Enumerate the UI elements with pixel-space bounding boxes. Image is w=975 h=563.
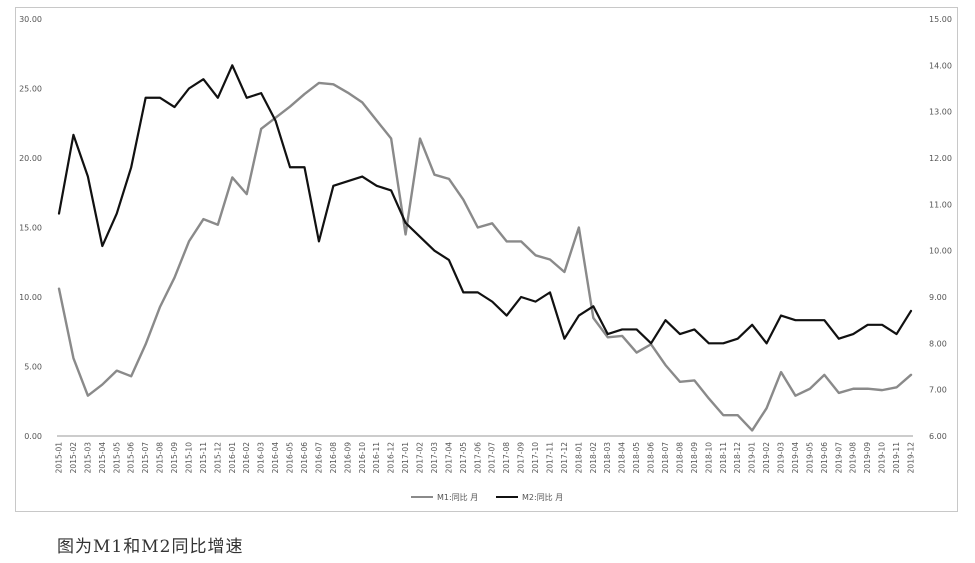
x-tick-label: 2018-09 <box>690 442 699 474</box>
right-tick-label: 11.00 <box>929 200 952 209</box>
legend-label: M1:同比 月 <box>437 492 478 502</box>
x-tick-label: 2017-04 <box>444 442 453 474</box>
x-tick-label: 2016-04 <box>271 442 280 474</box>
x-tick-label: 2018-10 <box>704 442 713 474</box>
x-tick-label: 2019-05 <box>805 442 814 474</box>
x-tick-label: 2019-10 <box>878 442 887 474</box>
right-tick-label: 9.00 <box>929 293 947 302</box>
x-tick-label: 2016-03 <box>257 442 266 474</box>
x-tick-label: 2015-09 <box>170 442 179 474</box>
x-tick-label: 2015-10 <box>184 442 193 474</box>
left-tick-label: 0.00 <box>24 432 42 441</box>
x-tick-label: 2015-12 <box>213 442 222 474</box>
x-tick-label: 2019-01 <box>748 442 757 474</box>
line-chart: 0.00 5.00 10.00 15.00 20.00 25.00 30.00 6.00 7.… <box>19 15 952 502</box>
x-tick-label: 2015-08 <box>156 442 165 474</box>
x-tick-label: 2017-02 <box>416 442 425 474</box>
x-tick-label: 2016-06 <box>300 442 309 474</box>
x-tick-label: 2017-11 <box>545 442 554 474</box>
x-tick-label: 2016-11 <box>372 442 381 474</box>
left-tick-label: 10.00 <box>19 293 42 302</box>
x-tick-label: 2019-04 <box>791 442 800 474</box>
chart-frame: 0.00 5.00 10.00 15.00 20.00 25.00 30.00 6.00 7.… <box>15 7 958 512</box>
series-lines <box>57 64 913 432</box>
series-m2-line <box>57 64 913 345</box>
legend: M1:同比 月 M2:同比 月 <box>411 492 563 502</box>
x-tick-label: 2019-07 <box>834 442 843 474</box>
x-tick-label: 2017-08 <box>502 442 511 474</box>
x-tick-label: 2019-08 <box>849 442 858 474</box>
x-tick-label: 2018-11 <box>719 442 728 474</box>
series-m1-line <box>57 81 913 432</box>
x-tick-label: 2016-10 <box>358 442 367 474</box>
x-tick-label: 2017-09 <box>517 442 526 474</box>
x-tick-label: 2015-06 <box>127 442 136 474</box>
right-axis-ticks: 6.00 7.00 8.00 9.00 10.00 11.00 12.00 13.00 14.0… <box>929 15 952 441</box>
x-tick-label: 2015-03 <box>83 442 92 474</box>
left-tick-label: 30.00 <box>19 15 42 24</box>
figure-caption: 图为M1和M2同比增速 <box>57 537 244 557</box>
right-tick-label: 15.00 <box>929 15 952 24</box>
left-tick-label: 15.00 <box>19 224 42 233</box>
x-tick-label: 2019-06 <box>820 442 829 474</box>
x-tick-label: 2018-06 <box>647 442 656 474</box>
x-tick-label: 2017-10 <box>531 442 540 474</box>
x-tick-label: 2018-08 <box>675 442 684 474</box>
x-tick-label: 2017-03 <box>430 442 439 474</box>
x-tick-label: 2015-07 <box>141 442 150 474</box>
x-tick-label: 2015-11 <box>199 442 208 474</box>
left-tick-label: 25.00 <box>19 85 42 94</box>
x-tick-label: 2018-12 <box>733 442 742 474</box>
x-tick-label: 2016-05 <box>286 442 295 474</box>
right-tick-label: 7.00 <box>929 386 947 395</box>
x-tick-label: 2016-01 <box>228 442 237 474</box>
x-tick-label: 2016-08 <box>329 442 338 474</box>
x-tick-label: 2017-05 <box>459 442 468 474</box>
x-tick-label: 2019-03 <box>777 442 786 474</box>
x-tick-label: 2016-07 <box>314 442 323 474</box>
right-tick-label: 14.00 <box>929 61 952 70</box>
x-tick-label: 2016-12 <box>387 442 396 474</box>
x-tick-label: 2016-02 <box>242 442 251 474</box>
left-tick-label: 20.00 <box>19 154 42 163</box>
x-tick-label: 2015-01 <box>55 442 64 474</box>
right-tick-label: 12.00 <box>929 154 952 163</box>
right-tick-label: 10.00 <box>929 247 952 256</box>
right-tick-label: 8.00 <box>929 339 947 348</box>
x-tick-label: 2018-01 <box>574 442 583 474</box>
x-tick-label: 2017-01 <box>401 442 410 474</box>
x-tick-label: 2019-12 <box>907 442 916 474</box>
x-tick-label: 2017-06 <box>473 442 482 474</box>
left-tick-label: 5.00 <box>24 363 42 372</box>
x-tick-label: 2018-05 <box>632 442 641 474</box>
x-tick-label: 2017-12 <box>560 442 569 474</box>
left-axis-ticks: 0.00 5.00 10.00 15.00 20.00 25.00 30.00 <box>19 15 42 441</box>
legend-label: M2:同比 月 <box>522 492 563 502</box>
x-tick-label: 2019-02 <box>762 442 771 474</box>
x-tick-label: 2018-07 <box>661 442 670 474</box>
x-tick-label: 2015-05 <box>112 442 121 474</box>
x-tick-label: 2018-03 <box>603 442 612 474</box>
x-tick-label: 2015-04 <box>98 442 107 474</box>
x-tick-label: 2019-11 <box>892 442 901 474</box>
x-tick-label: 2017-07 <box>488 442 497 474</box>
right-tick-label: 6.00 <box>929 432 947 441</box>
x-axis-ticks: 2015-01 2015-02 2015-03 2015-04 2015-05 2015-… <box>55 442 916 474</box>
x-tick-label: 2015-02 <box>69 442 78 474</box>
x-tick-label: 2018-02 <box>589 442 598 474</box>
x-tick-label: 2018-04 <box>618 442 627 474</box>
x-tick-label: 2019-09 <box>863 442 872 474</box>
right-tick-label: 13.00 <box>929 108 952 117</box>
x-tick-label: 2016-09 <box>343 442 352 474</box>
